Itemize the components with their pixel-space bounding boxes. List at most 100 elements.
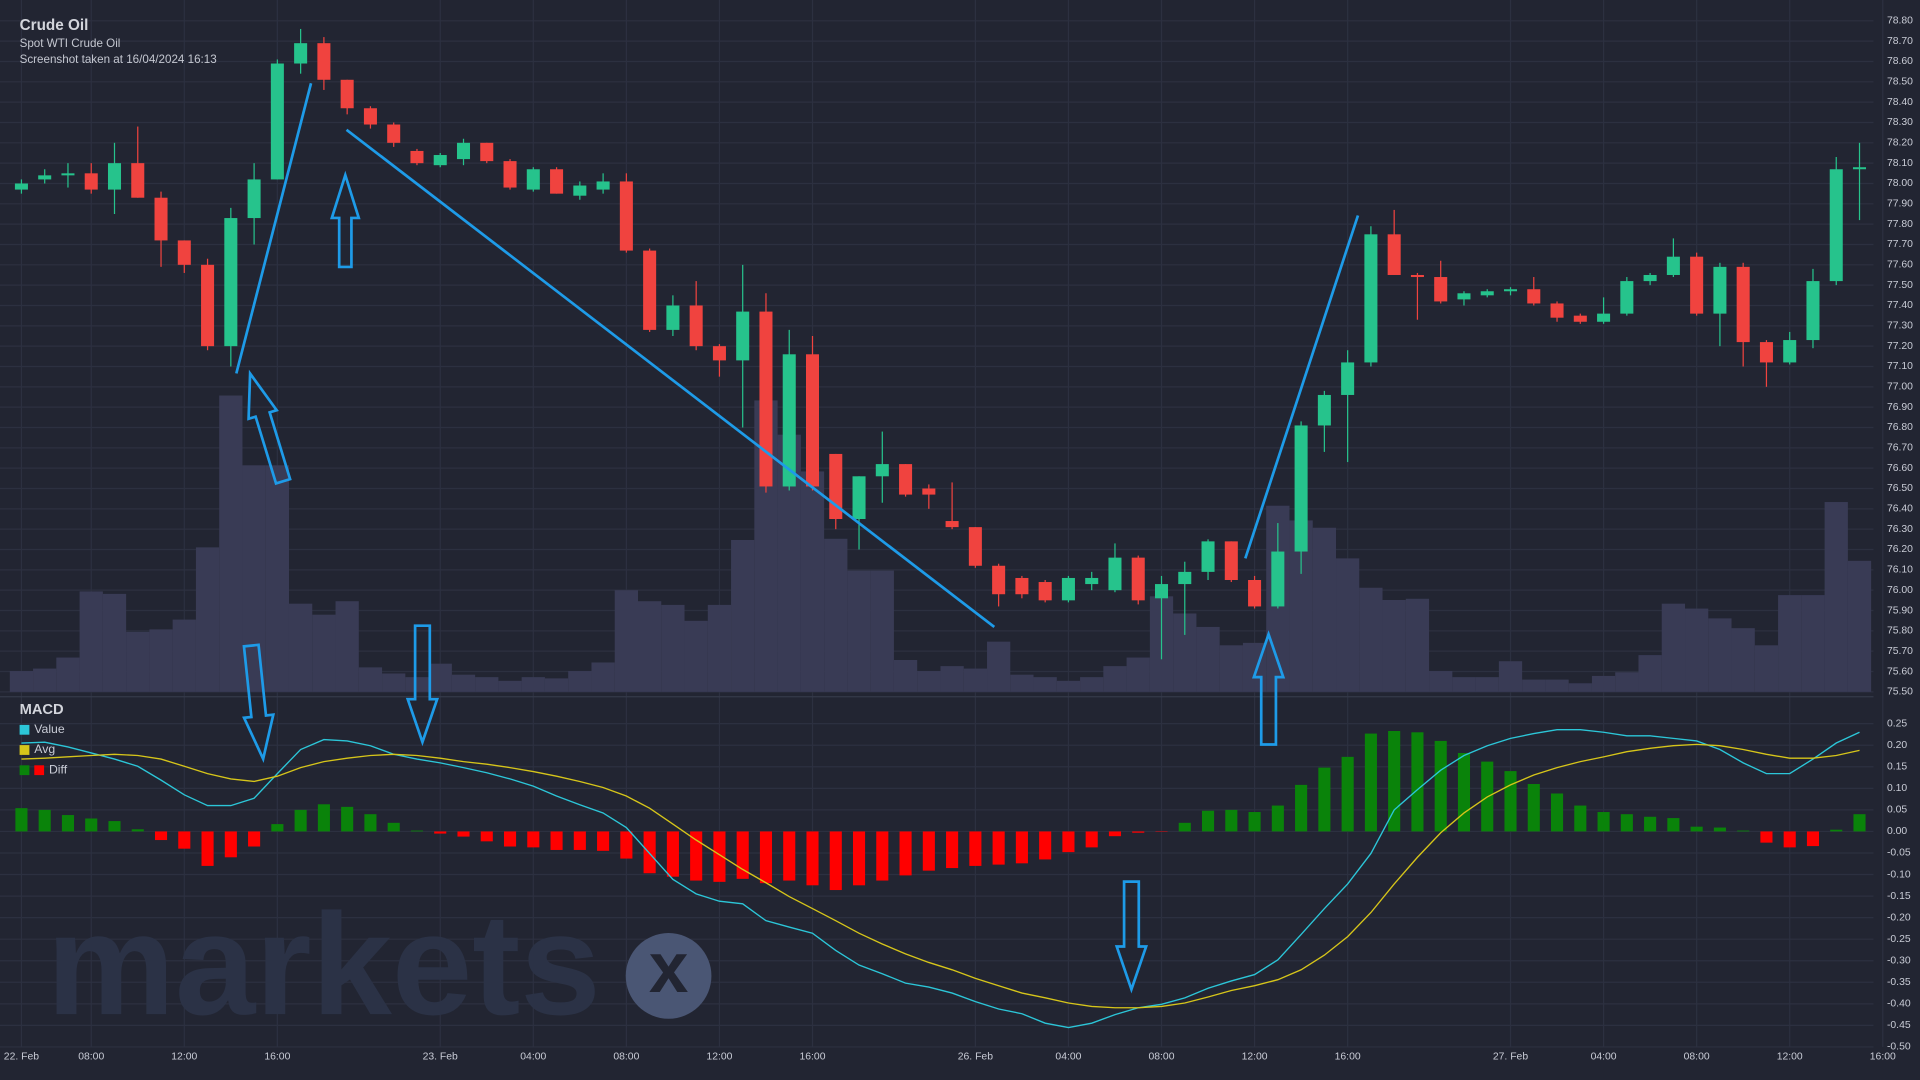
candle-body bbox=[1178, 571, 1192, 585]
candle-body bbox=[736, 311, 750, 361]
macd bbox=[15, 729, 1866, 1029]
volume-bar bbox=[33, 668, 57, 692]
candle-body bbox=[84, 173, 98, 190]
x-tick-label: 16:00 bbox=[1335, 1051, 1361, 1062]
candle-body bbox=[945, 521, 959, 528]
volume-bar bbox=[917, 671, 941, 692]
candle-body bbox=[1387, 234, 1401, 275]
diff-bar bbox=[480, 831, 493, 842]
y-tick-label: 78.00 bbox=[1887, 178, 1913, 189]
y-tick-label: 77.00 bbox=[1887, 382, 1913, 393]
diff-bar bbox=[946, 831, 959, 869]
diff-bar bbox=[1783, 831, 1796, 848]
y-tick-label: 77.80 bbox=[1887, 219, 1913, 230]
volume-bar bbox=[1522, 679, 1546, 692]
diff-bar bbox=[503, 831, 517, 847]
candle-body bbox=[1783, 340, 1797, 363]
candle-body bbox=[131, 163, 145, 198]
candle-body bbox=[852, 476, 866, 519]
volume-bar bbox=[1126, 657, 1150, 692]
y-tick-label: 75.70 bbox=[1887, 646, 1913, 657]
macd-line bbox=[21, 743, 1860, 1009]
diff-bar bbox=[899, 831, 912, 876]
candle-body bbox=[1597, 313, 1611, 322]
volume-bar bbox=[638, 601, 662, 692]
candle-body bbox=[14, 183, 28, 190]
volume-bar bbox=[1405, 598, 1430, 692]
diff-bar bbox=[1597, 812, 1610, 832]
candle-body bbox=[550, 169, 564, 194]
y-tick-label: 76.30 bbox=[1887, 524, 1913, 535]
y-tick-label: 76.40 bbox=[1887, 504, 1913, 515]
candle-body bbox=[968, 527, 982, 566]
candle-body bbox=[1806, 281, 1820, 341]
y-tick-label: 77.10 bbox=[1887, 361, 1913, 372]
volume-bar bbox=[987, 641, 1011, 692]
diff-bar bbox=[550, 831, 563, 850]
diff-bar bbox=[922, 831, 935, 871]
y-tick-label: 78.80 bbox=[1887, 16, 1913, 27]
diff-bar bbox=[108, 821, 121, 832]
y-tick-label: 78.40 bbox=[1887, 97, 1913, 108]
trend-line bbox=[235, 82, 313, 374]
note: Screenshot taken at 16/04/2024 16:13 bbox=[20, 53, 217, 66]
volume-bar bbox=[1452, 677, 1476, 692]
candle-body bbox=[1690, 256, 1704, 314]
volume-bar bbox=[940, 666, 964, 692]
volume-bar bbox=[1312, 527, 1337, 692]
x-tick-label: 16:00 bbox=[1870, 1051, 1896, 1062]
volume-bar bbox=[1661, 603, 1686, 692]
candle-body bbox=[1317, 394, 1331, 426]
volume-bar bbox=[1359, 587, 1383, 692]
diff-bar bbox=[1760, 831, 1773, 843]
candle-body bbox=[1154, 584, 1169, 599]
diff-bar bbox=[1085, 831, 1098, 848]
diff-bar bbox=[178, 831, 191, 849]
diff-bar bbox=[620, 831, 633, 859]
diff-bar bbox=[387, 822, 400, 832]
diff-bar bbox=[317, 804, 330, 832]
diff-bar bbox=[1364, 733, 1377, 832]
diff-bar bbox=[1271, 805, 1284, 832]
diff-bar bbox=[131, 829, 144, 832]
y-tick-label: 0.00 bbox=[1887, 826, 1907, 837]
volume-bar bbox=[219, 395, 243, 692]
volume-bar bbox=[475, 677, 499, 692]
x-tick-label: 08:00 bbox=[1148, 1051, 1174, 1062]
candle-body bbox=[1852, 167, 1867, 170]
volume-bar bbox=[172, 619, 196, 692]
diff-bar bbox=[1132, 831, 1145, 833]
candle-body bbox=[480, 142, 494, 162]
x-tick-label: 27. Feb bbox=[1493, 1051, 1528, 1062]
y-tick-label: -0.30 bbox=[1887, 955, 1911, 966]
x-tick-label: 16:00 bbox=[799, 1051, 825, 1062]
legend-swatch bbox=[19, 745, 30, 755]
volume-bar bbox=[358, 667, 383, 692]
candle-body bbox=[782, 354, 796, 487]
diff-bar bbox=[248, 831, 261, 847]
diff-bar bbox=[1201, 810, 1215, 832]
candle-body bbox=[177, 240, 191, 265]
volume-bar bbox=[1778, 595, 1802, 692]
candle-body bbox=[1620, 281, 1634, 314]
x-tick-label: 04:00 bbox=[1055, 1051, 1081, 1062]
watermark: markets bbox=[47, 883, 601, 1045]
y-tick-label: -0.20 bbox=[1887, 912, 1911, 923]
candle-body bbox=[1573, 315, 1587, 322]
y-tick-label: 77.50 bbox=[1887, 280, 1913, 291]
diff-bar bbox=[1504, 771, 1517, 832]
candle-body bbox=[107, 163, 122, 190]
y-tick-label: -0.25 bbox=[1887, 934, 1911, 945]
diff-bar bbox=[1713, 827, 1726, 832]
legend-swatch bbox=[19, 724, 30, 735]
diff-bar bbox=[341, 806, 354, 832]
annotations bbox=[235, 82, 1360, 994]
diff-bar bbox=[876, 831, 889, 881]
diff-bar bbox=[573, 831, 586, 850]
diff-bar bbox=[364, 814, 377, 832]
diff-bar bbox=[852, 831, 866, 886]
diff-bar bbox=[224, 831, 237, 858]
volume-bar bbox=[1731, 628, 1755, 692]
candle-body bbox=[712, 346, 726, 361]
diff-bar bbox=[643, 831, 656, 874]
